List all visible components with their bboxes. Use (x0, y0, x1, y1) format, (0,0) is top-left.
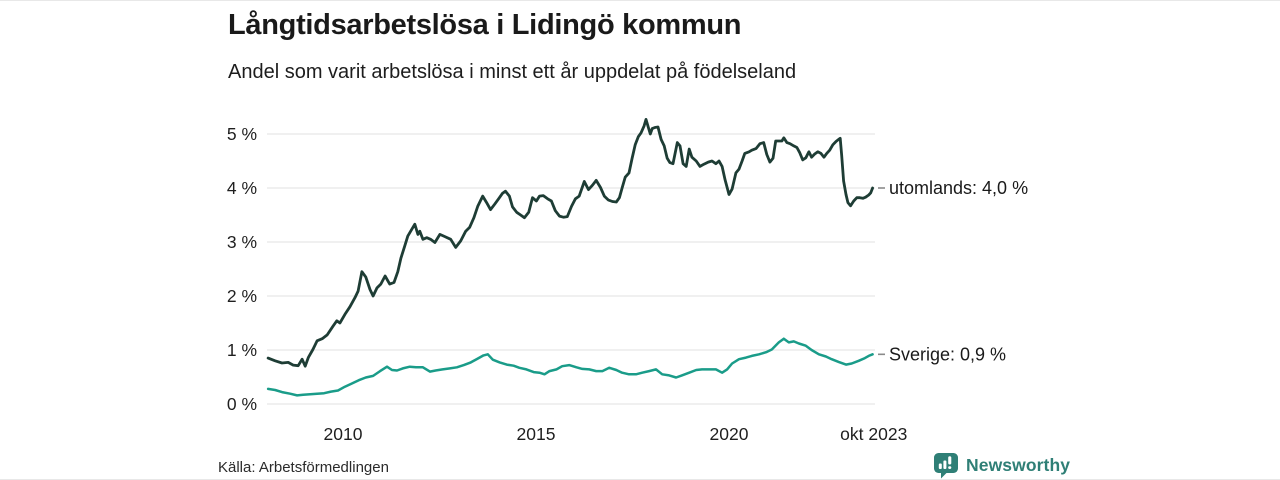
x-tick-label: 2010 (324, 424, 363, 444)
series-end-label-utomlands: utomlands: 4,0 % (889, 178, 1028, 198)
series-end-label-sverige: Sverige: 0,9 % (889, 344, 1006, 364)
x-tick-label: 2020 (710, 424, 749, 444)
y-tick-label: 3 % (227, 232, 257, 252)
series-line-utomlands (266, 118, 874, 368)
y-tick-label: 1 % (227, 340, 257, 360)
page-title: Långtidsarbetslösa i Lidingö kommun (228, 9, 742, 41)
source-label: Källa: Arbetsförmedlingen (218, 459, 389, 476)
y-tick-label: 5 % (227, 124, 257, 144)
x-tick-label: okt 2023 (840, 424, 907, 444)
y-tick-label: 0 % (227, 394, 257, 414)
newsworthy-wordmark: Newsworthy (966, 455, 1071, 475)
series-line-sverige (266, 337, 874, 397)
bar-chart-speech-bubble-icon (933, 452, 959, 479)
newsworthy-logo: Newsworthy (933, 452, 1070, 479)
y-tick-label: 2 % (227, 286, 257, 306)
y-tick-label: 4 % (227, 178, 257, 198)
page-subtitle: Andel som varit arbetslösa i minst ett å… (228, 61, 797, 83)
x-tick-label: 2015 (517, 424, 556, 444)
